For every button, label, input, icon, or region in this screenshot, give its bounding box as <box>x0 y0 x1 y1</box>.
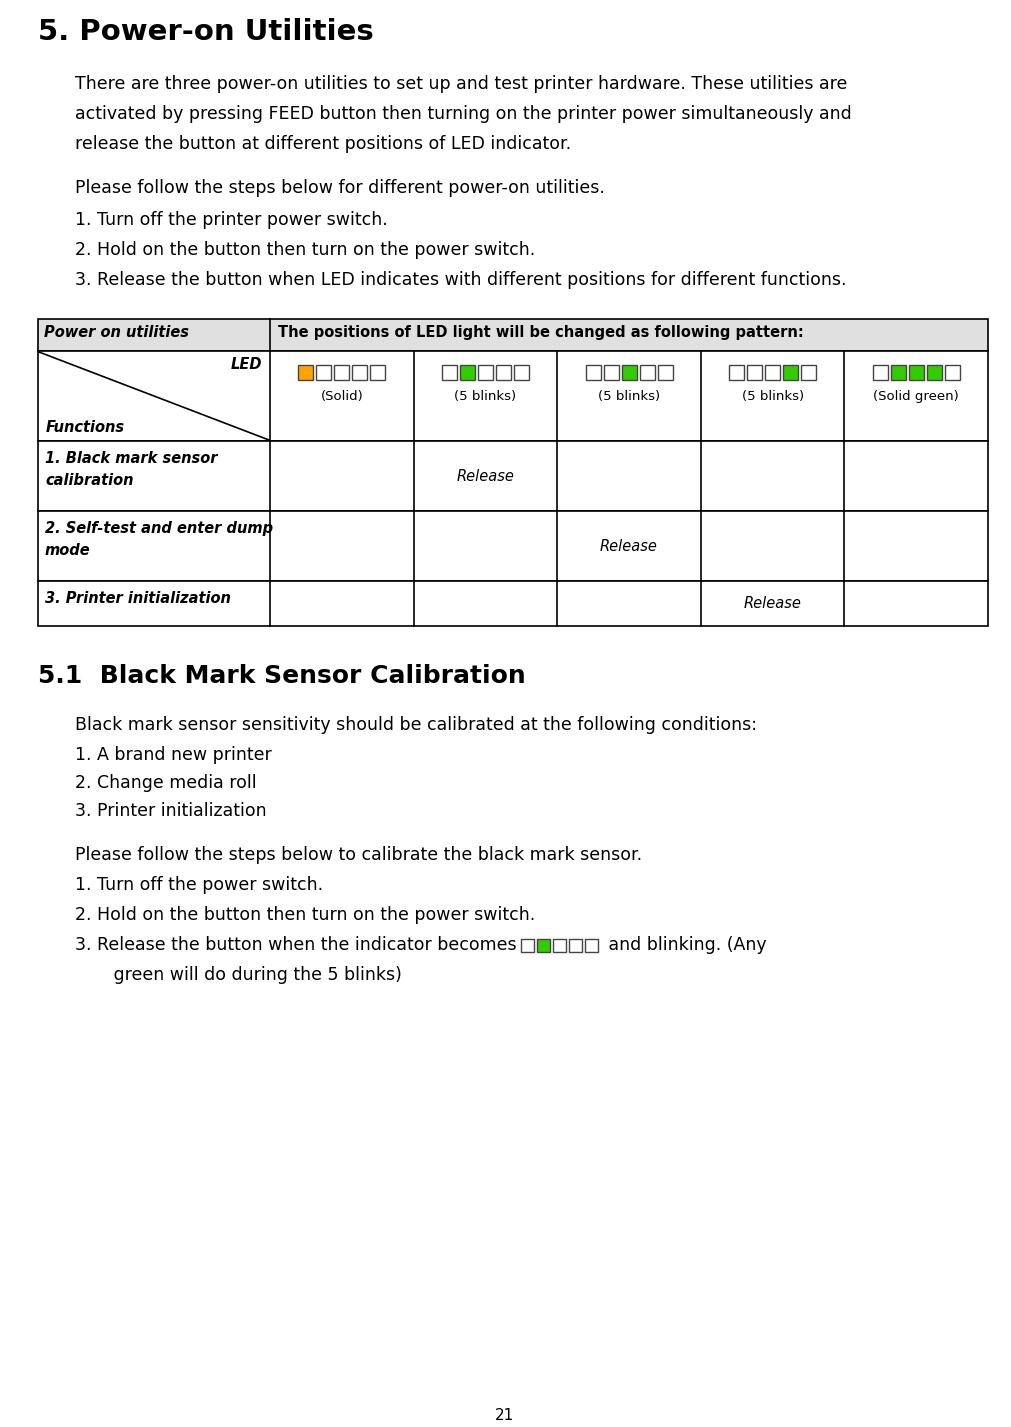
Text: There are three power-on utilities to set up and test printer hardware. These ut: There are three power-on utilities to se… <box>75 76 847 93</box>
Text: 2. Self-test and enter dump: 2. Self-test and enter dump <box>45 521 273 537</box>
Bar <box>584 939 598 952</box>
Bar <box>514 365 529 380</box>
Bar <box>370 365 385 380</box>
Bar <box>38 351 988 441</box>
Bar <box>352 365 367 380</box>
Bar <box>496 365 511 380</box>
Bar <box>553 939 565 952</box>
Text: Release: Release <box>601 539 658 554</box>
Text: 3. Release the button when the indicator becomes: 3. Release the button when the indicator… <box>75 936 517 955</box>
Bar <box>442 365 457 380</box>
Bar <box>585 365 601 380</box>
Bar <box>298 365 313 380</box>
Bar <box>478 365 493 380</box>
Text: Please follow the steps below for different power-on utilities.: Please follow the steps below for differ… <box>75 178 605 197</box>
Text: green will do during the 5 blinks): green will do during the 5 blinks) <box>97 966 402 985</box>
Bar <box>38 581 988 626</box>
Bar <box>801 365 816 380</box>
Text: LED: LED <box>231 357 262 372</box>
Text: (5 blinks): (5 blinks) <box>598 390 660 402</box>
Text: 3. Release the button when LED indicates with different positions for different : 3. Release the button when LED indicates… <box>75 271 846 290</box>
Bar <box>38 320 988 351</box>
Bar <box>38 511 988 581</box>
Text: 1. Turn off the power switch.: 1. Turn off the power switch. <box>75 876 324 893</box>
Bar <box>604 365 619 380</box>
Bar <box>872 365 888 380</box>
Text: (Solid): (Solid) <box>320 390 363 402</box>
Bar <box>335 365 349 380</box>
Text: 3. Printer initialization: 3. Printer initialization <box>75 802 267 821</box>
Text: 2. Change media roll: 2. Change media roll <box>75 773 257 792</box>
Bar <box>909 365 924 380</box>
Bar <box>927 365 941 380</box>
Bar <box>38 441 988 511</box>
Text: activated by pressing FEED button then turning on the printer power simultaneous: activated by pressing FEED button then t… <box>75 106 851 123</box>
Text: 3. Release the button when the indicator becomes: 3. Release the button when the indicator… <box>75 936 517 955</box>
Text: mode: mode <box>45 544 91 558</box>
Bar <box>747 365 762 380</box>
Text: Power on utilities: Power on utilities <box>44 325 189 340</box>
Text: Black mark sensor sensitivity should be calibrated at the following conditions:: Black mark sensor sensitivity should be … <box>75 716 757 733</box>
Text: 21: 21 <box>495 1408 515 1423</box>
Bar <box>891 365 906 380</box>
Text: 3. Printer initialization: 3. Printer initialization <box>45 591 231 606</box>
Text: 1. Turn off the printer power switch.: 1. Turn off the printer power switch. <box>75 211 388 228</box>
Bar <box>657 365 672 380</box>
Text: 5.1  Black Mark Sensor Calibration: 5.1 Black Mark Sensor Calibration <box>38 664 526 688</box>
Text: The positions of LED light will be changed as following pattern:: The positions of LED light will be chang… <box>278 325 804 340</box>
Text: (5 blinks): (5 blinks) <box>741 390 804 402</box>
Text: release the button at different positions of LED indicator.: release the button at different position… <box>75 136 571 153</box>
Bar <box>622 365 637 380</box>
Text: Functions: Functions <box>45 420 125 435</box>
Bar <box>521 939 534 952</box>
Text: 2. Hold on the button then turn on the power switch.: 2. Hold on the button then turn on the p… <box>75 906 535 925</box>
Text: and blinking. (Any: and blinking. (Any <box>603 936 766 955</box>
Bar <box>729 365 744 380</box>
Bar <box>568 939 581 952</box>
Bar <box>316 365 332 380</box>
Text: 1. Black mark sensor: 1. Black mark sensor <box>45 451 217 467</box>
Text: Release: Release <box>744 596 802 612</box>
Text: Release: Release <box>456 469 515 484</box>
Bar <box>784 365 798 380</box>
Text: 1. A brand new printer: 1. A brand new printer <box>75 746 272 763</box>
Text: (5 blinks): (5 blinks) <box>454 390 517 402</box>
Text: Please follow the steps below to calibrate the black mark sensor.: Please follow the steps below to calibra… <box>75 846 642 863</box>
Text: 2. Hold on the button then turn on the power switch.: 2. Hold on the button then turn on the p… <box>75 241 535 258</box>
Text: calibration: calibration <box>45 472 133 488</box>
Bar <box>537 939 550 952</box>
Text: (Solid green): (Solid green) <box>874 390 959 402</box>
Text: 5. Power-on Utilities: 5. Power-on Utilities <box>38 19 374 46</box>
Bar <box>944 365 959 380</box>
Bar <box>460 365 475 380</box>
Bar <box>765 365 780 380</box>
Bar <box>640 365 654 380</box>
